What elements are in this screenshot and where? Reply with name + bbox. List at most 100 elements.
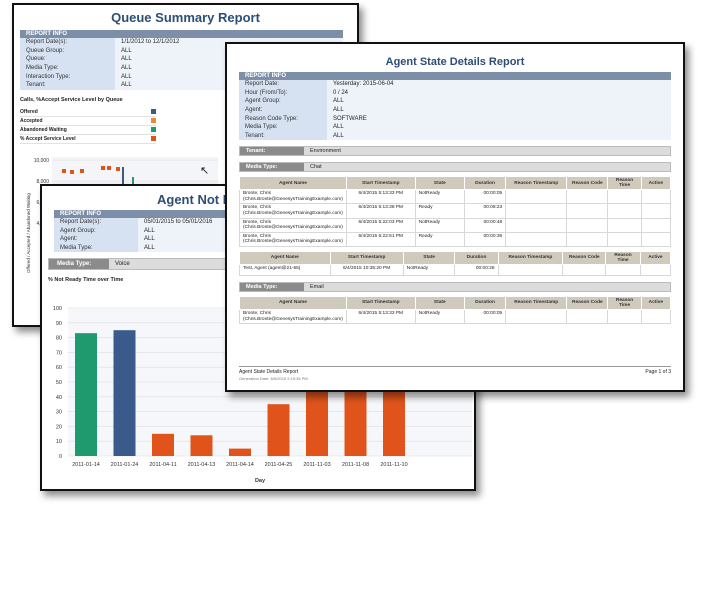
column-header: State — [414, 176, 465, 191]
cell-empty — [607, 217, 642, 233]
column-header: Reason Timestamp — [505, 295, 568, 310]
cell-state: NotReady — [414, 308, 465, 325]
media-label: Media Type: — [240, 163, 304, 172]
column-header: Active — [639, 250, 672, 265]
cell-name: Bronte, Chris (Chris.Bronte@GenesysTrain… — [239, 231, 347, 247]
agent-not-ready-title: Agent Not Re — [157, 192, 240, 207]
legend-item: Offered — [20, 108, 156, 117]
x-tick-label: 2011-11-10 — [380, 462, 407, 468]
agent-not-ready-media-bar: Media Type: Voice — [48, 258, 254, 271]
cell-duration: 00:00:05 — [463, 189, 507, 205]
table-row: Bronte, Chris (Chris.Bronte@GenesysTrain… — [239, 203, 672, 219]
x-tick-label: 2011-04-25 — [265, 462, 293, 468]
queue-service-marker — [80, 169, 84, 173]
cell-empty — [607, 203, 642, 219]
y-tick-label: 30 — [56, 410, 62, 416]
legend-label: Accepted — [20, 117, 43, 124]
state-info-value: ALL — [327, 105, 671, 115]
queue-chart-title: Calls, %Accept Service Level by Queue — [20, 96, 123, 103]
cell-start: 6/4/2015 5:13:33 PM — [345, 189, 416, 205]
cell-empty — [566, 217, 609, 233]
cell-state: Ready — [414, 203, 465, 219]
queue-info-key: Report Date(s): — [20, 38, 115, 47]
queue-info-key: Tenant: — [20, 80, 115, 90]
state-info-key: Agent: — [239, 105, 327, 115]
nr-info-key: Agent: — [54, 235, 138, 244]
state-info-value: ALL — [327, 97, 671, 106]
cell-state: NotReady — [414, 189, 465, 205]
x-tick-label: 2011-01-24 — [111, 462, 139, 468]
cell-state: NotReady — [414, 217, 465, 233]
state-info-row: Media Type: ALL — [239, 122, 671, 132]
legend-swatch — [151, 109, 156, 115]
media-type-label: Media Type: — [49, 259, 109, 270]
legend-label: Abandoned Waiting — [20, 126, 67, 133]
state-info-key: Report Date: — [239, 80, 327, 89]
legend-label: Offered — [20, 108, 38, 115]
agent-not-ready-info: REPORT INFO Report Date(s): 05/01/2015 to… — [54, 210, 244, 253]
column-header: Reason Code — [566, 176, 609, 191]
state-info-value: SOFTWARE — [327, 114, 671, 123]
state-info-value: 0 / 24 — [327, 88, 671, 98]
legend-label: % Accept Service Level — [20, 135, 76, 142]
tenant-group-bar: Tenant: Environment — [239, 146, 671, 157]
nr-info-key: Media Type: — [54, 243, 138, 253]
agent-not-ready-info-header: REPORT INFO — [54, 210, 244, 218]
cell-empty — [607, 231, 642, 247]
header-row: Agent Name Start Timestamp State Duration Re… — [239, 250, 672, 265]
agent-not-ready-info-table: Report Date(s): 05/01/2015 to 05/01/2016 A… — [54, 218, 244, 253]
cell-empty — [505, 231, 568, 247]
bar — [152, 433, 174, 456]
cell-empty — [640, 308, 672, 325]
queue-service-marker — [107, 166, 111, 170]
cell-start: 6/4/2015 5:13:33 PM — [345, 308, 416, 325]
column-header: Reason Code — [562, 250, 607, 265]
y-tick-label: 90 — [56, 321, 62, 327]
cell-name: Bronte, Chris (Chris.Bronte@GenesysTrain… — [239, 203, 347, 219]
not-ready-chart-title: % Not Ready Time over Time — [48, 277, 124, 284]
cell-name: Test, Agent (agent@21-55) — [239, 263, 331, 276]
nr-info-key: Report Date(s): — [54, 218, 138, 227]
queue-info-key: Queue: — [20, 55, 115, 64]
cell-empty — [607, 189, 642, 205]
state-info-key: Tenant: — [239, 131, 327, 141]
cell-start: 6/4/2015 5:13:38 PM — [345, 203, 416, 219]
agent-state-sheet: Agent State Details Report REPORT INFO R… — [225, 42, 685, 392]
state-info-row: Hour (From/To): 0 / 24 — [239, 88, 671, 98]
agent-state-footer: Agent State Details Report Page 1 of 3 — [239, 366, 671, 375]
state-info-row: Agent Group: ALL — [239, 97, 671, 106]
column-header: Agent Name — [239, 176, 347, 191]
cell-empty — [505, 217, 568, 233]
bar — [267, 404, 290, 456]
state-info-key: Agent Group: — [239, 97, 327, 106]
header-row: Agent Name Start Timestamp State Duration Re… — [239, 295, 672, 310]
state-info-value: Yesterday: 2015-06-04 — [327, 80, 671, 89]
queue-report-title: Queue Summary Report — [111, 10, 260, 25]
y-tick-label: 70 — [56, 350, 62, 356]
tenant-label: Tenant: — [240, 147, 304, 156]
nr-info-key: Agent Group: — [54, 226, 138, 236]
media-value-chat: Chat — [310, 164, 322, 171]
queue-ytick: 10,000 — [34, 158, 50, 164]
legend-swatch — [151, 118, 156, 124]
column-header: Reason Timestamp — [505, 176, 568, 191]
column-header: Start Timestamp — [345, 295, 416, 310]
state-info-row: Agent: ALL — [239, 105, 671, 115]
column-header: Start Timestamp — [345, 176, 416, 191]
cell-empty — [566, 308, 609, 325]
queue-service-marker — [70, 170, 74, 174]
cell-duration: 00:00:48 — [463, 217, 507, 233]
column-header: State — [414, 295, 465, 310]
agent-state-info: REPORT INFO Report Date: Yesterday: 2015-… — [239, 72, 671, 141]
cell-duration: 00:08:23 — [463, 203, 507, 219]
cell-empty — [505, 308, 568, 325]
x-axis-label: Day — [255, 478, 266, 484]
cell-empty — [639, 263, 672, 276]
state-info-value: ALL — [327, 131, 671, 141]
table-row: Test, Agent (agent@21-55) 6/4/2015 10:35:… — [239, 263, 672, 276]
y-tick-label: 100 — [53, 306, 62, 312]
column-header: Duration — [454, 250, 499, 265]
nr-info-row: Agent Group: ALL — [54, 226, 244, 236]
state-info-row: Reason Code Type: SOFTWARE — [239, 114, 671, 123]
cell-start: 6/4/2015 5:22:03 PM — [345, 217, 416, 233]
